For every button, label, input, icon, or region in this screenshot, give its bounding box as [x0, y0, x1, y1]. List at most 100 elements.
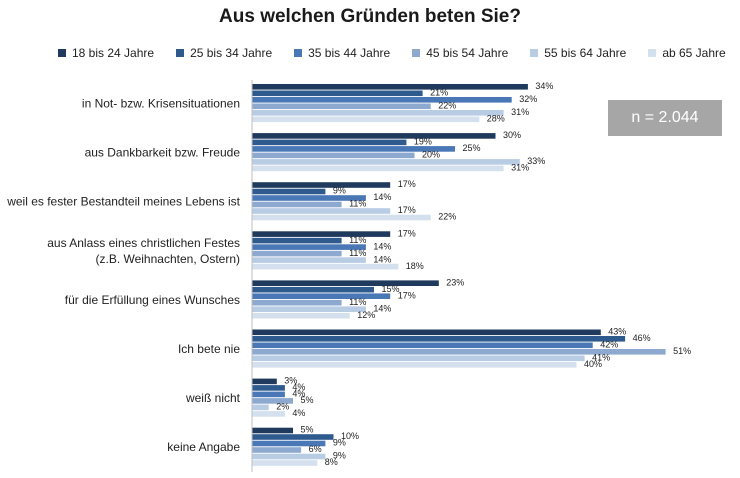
legend: 18 bis 24 Jahre 25 bis 34 Jahre 35 bis 44 …: [58, 46, 740, 60]
data-label: 34%: [535, 81, 553, 91]
data-label: 4%: [292, 408, 305, 418]
data-label: 11%: [349, 235, 366, 245]
legend-label: 35 bis 44 Jahre: [308, 46, 391, 60]
data-label: 31%: [511, 163, 529, 173]
category-label: für die Erfüllung eines Wunsches: [65, 293, 240, 307]
legend-label: ab 65 Jahre: [662, 46, 726, 60]
data-label: 17%: [398, 290, 416, 300]
sample-size-badge: n = 2.044: [608, 100, 722, 136]
bar: [252, 165, 504, 172]
legend-item: 35 bis 44 Jahre: [294, 46, 390, 60]
bar: [252, 146, 455, 152]
bar: [252, 460, 318, 466]
bar: [252, 286, 374, 293]
data-label: 17%: [398, 205, 416, 215]
category-label: keine Angabe: [167, 440, 240, 454]
data-label: 32%: [519, 94, 537, 104]
bar: [252, 349, 666, 355]
bar: [252, 159, 520, 165]
bar: [252, 116, 480, 123]
bar: [252, 133, 496, 139]
data-label: 41%: [592, 353, 610, 363]
category-label: weiß nicht: [185, 391, 241, 405]
legend-swatch: [176, 49, 185, 57]
data-label: 17%: [398, 228, 416, 238]
data-label: 3%: [284, 376, 297, 386]
data-label: 19%: [414, 137, 432, 147]
data-label: 14%: [373, 254, 391, 264]
data-label: 2%: [276, 402, 289, 412]
data-label: 5%: [301, 425, 314, 435]
bar: [252, 208, 391, 214]
category-label: in Not- bzw. Krisensituationen: [82, 97, 240, 111]
data-label: 22%: [438, 212, 456, 222]
data-label: 17%: [398, 179, 416, 189]
data-label: 43%: [608, 327, 626, 337]
legend-swatch: [412, 49, 421, 57]
bar: [252, 257, 366, 263]
bar: [252, 97, 512, 103]
data-label: 4%: [292, 382, 305, 392]
data-label: 9%: [333, 438, 346, 448]
data-label: 4%: [292, 389, 305, 399]
data-label: 30%: [503, 130, 521, 140]
bar: [252, 244, 366, 250]
bar: [252, 90, 423, 97]
bar: [252, 427, 293, 434]
category-label: (z.B. Weihnachten, Ostern): [95, 252, 240, 266]
legend-item: 25 bis 34 Jahre: [176, 46, 272, 60]
bar: [252, 378, 277, 385]
data-label: 31%: [511, 107, 529, 117]
data-label: 22%: [438, 101, 456, 111]
bar: [252, 299, 342, 306]
bar: [252, 195, 366, 201]
data-label: 15%: [382, 284, 400, 294]
bar: [252, 103, 431, 110]
legend-swatch: [58, 49, 66, 57]
legend-item: ab 65 Jahre: [648, 46, 726, 60]
data-label: 8%: [325, 457, 338, 467]
data-label: 5%: [301, 395, 314, 405]
data-label: 14%: [373, 241, 391, 251]
data-label: 46%: [633, 333, 651, 343]
bar: [252, 188, 326, 195]
bar: [252, 385, 285, 391]
category-label: aus Dankbarkeit bzw. Freude: [85, 146, 241, 160]
bar: [252, 342, 593, 349]
data-label: 51%: [673, 346, 691, 356]
bar: [252, 411, 285, 417]
bar: [252, 263, 399, 270]
bar: [252, 231, 391, 237]
bar: [252, 201, 342, 208]
category-label: Ich bete nie: [178, 342, 240, 356]
legend-label: 18 bis 24 Jahre: [72, 46, 155, 60]
data-label: 9%: [333, 186, 346, 196]
bar: [252, 404, 269, 411]
bar: [252, 312, 350, 319]
data-label: 42%: [600, 340, 618, 350]
bar: [252, 306, 366, 312]
data-label: 33%: [527, 156, 545, 166]
legend-label: 55 bis 64 Jahre: [544, 46, 627, 60]
bar: [252, 447, 302, 453]
data-label: 11%: [349, 248, 366, 258]
chart-title: Aus welchen Gründen beten Sie?: [219, 6, 521, 27]
legend-label: 45 bis 54 Jahre: [426, 46, 509, 60]
data-label: 28%: [487, 114, 505, 124]
bar: [252, 139, 407, 146]
data-label: 20%: [422, 150, 440, 160]
legend-item: 18 bis 24 Jahre: [58, 46, 154, 60]
legend-label: 25 bis 34 Jahre: [190, 46, 273, 60]
data-label: 18%: [406, 261, 424, 271]
data-label: 10%: [341, 431, 359, 441]
bar: [252, 362, 577, 368]
data-label: 23%: [446, 277, 464, 287]
bar: [252, 355, 585, 362]
bar: [252, 329, 601, 336]
bar: [252, 110, 504, 116]
data-label: 14%: [373, 303, 391, 313]
legend-swatch: [294, 49, 303, 57]
bar: [252, 250, 342, 257]
bar: [252, 293, 391, 299]
